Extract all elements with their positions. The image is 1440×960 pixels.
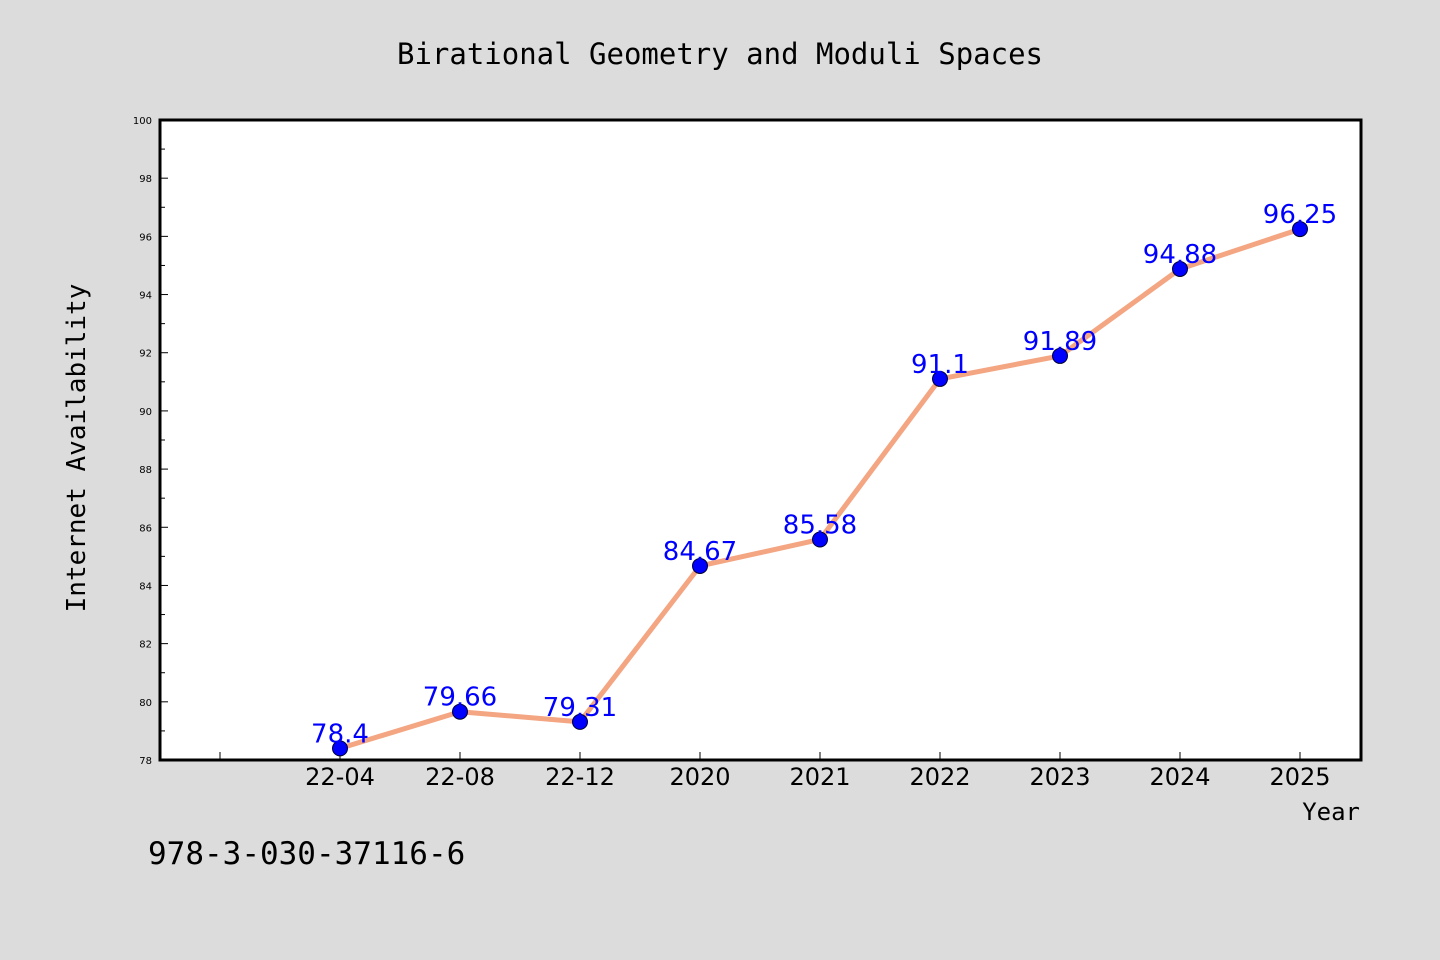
chart-title: Birational Geometry and Moduli Spaces [397,37,1043,71]
data-point [1172,260,1188,277]
y-tick-label: 78 [139,756,152,767]
data-label: 85.58 [783,510,857,540]
data-label: 91.1 [911,350,969,380]
data-label: 94.88 [1143,240,1217,270]
y-tick-label: 82 [139,640,152,651]
y-tick-label: 100 [133,116,152,127]
data-point [692,557,708,574]
y-tick-label: 94 [139,291,152,302]
y-tick-label: 90 [139,407,152,418]
x-tick-label: 2020 [669,763,730,791]
y-axis-label: Internet Availability [62,284,92,613]
x-tick-label: 2023 [1029,763,1090,791]
x-tick-label: 2022 [909,763,970,791]
y-tick-label: 88 [139,465,152,476]
y-tick-label: 80 [139,698,152,709]
y-tick-label: 98 [139,174,152,185]
data-label: 84.67 [663,537,737,567]
data-point [932,370,948,387]
plot-area [158,118,1363,762]
isbn-annotation: 978-3-030-37116-6 [148,836,465,872]
x-tick-label: 22-04 [305,763,375,791]
x-axis: 22-04 22-08 22-12 2020 2021 2022 2023 2024 2025 [219,752,1331,791]
x-tick-label: 2024 [1149,763,1210,791]
data-point [812,531,828,548]
y-axis: 78 80 82 84 86 88 90 92 94 96 98 100 [133,116,168,767]
data-label: 96.25 [1263,200,1337,230]
x-tick-label: 2025 [1269,763,1330,791]
y-tick-label: 96 [139,232,152,243]
x-tick-label: 22-12 [545,763,615,791]
data-point [452,703,468,720]
x-tick-label: 2021 [789,763,850,791]
y-tick-label: 84 [139,581,152,592]
data-point [572,713,588,730]
data-point [1292,221,1308,238]
x-tick-label: 22-08 [425,763,495,791]
data-label-group: 78.4 79.66 79.31 84.67 85.58 91.1 91.89 94.88 96… [311,200,1337,749]
data-label: 91.89 [1023,327,1097,357]
x-axis-label: Year [1302,798,1360,826]
data-point [1052,347,1068,364]
data-label: 78.4 [311,719,369,749]
data-label: 79.31 [543,693,617,723]
y-tick-label: 86 [139,523,152,534]
data-point [332,740,348,757]
series-line-group [332,221,1308,757]
data-label: 79.66 [423,683,497,713]
y-tick-label: 92 [139,349,152,360]
